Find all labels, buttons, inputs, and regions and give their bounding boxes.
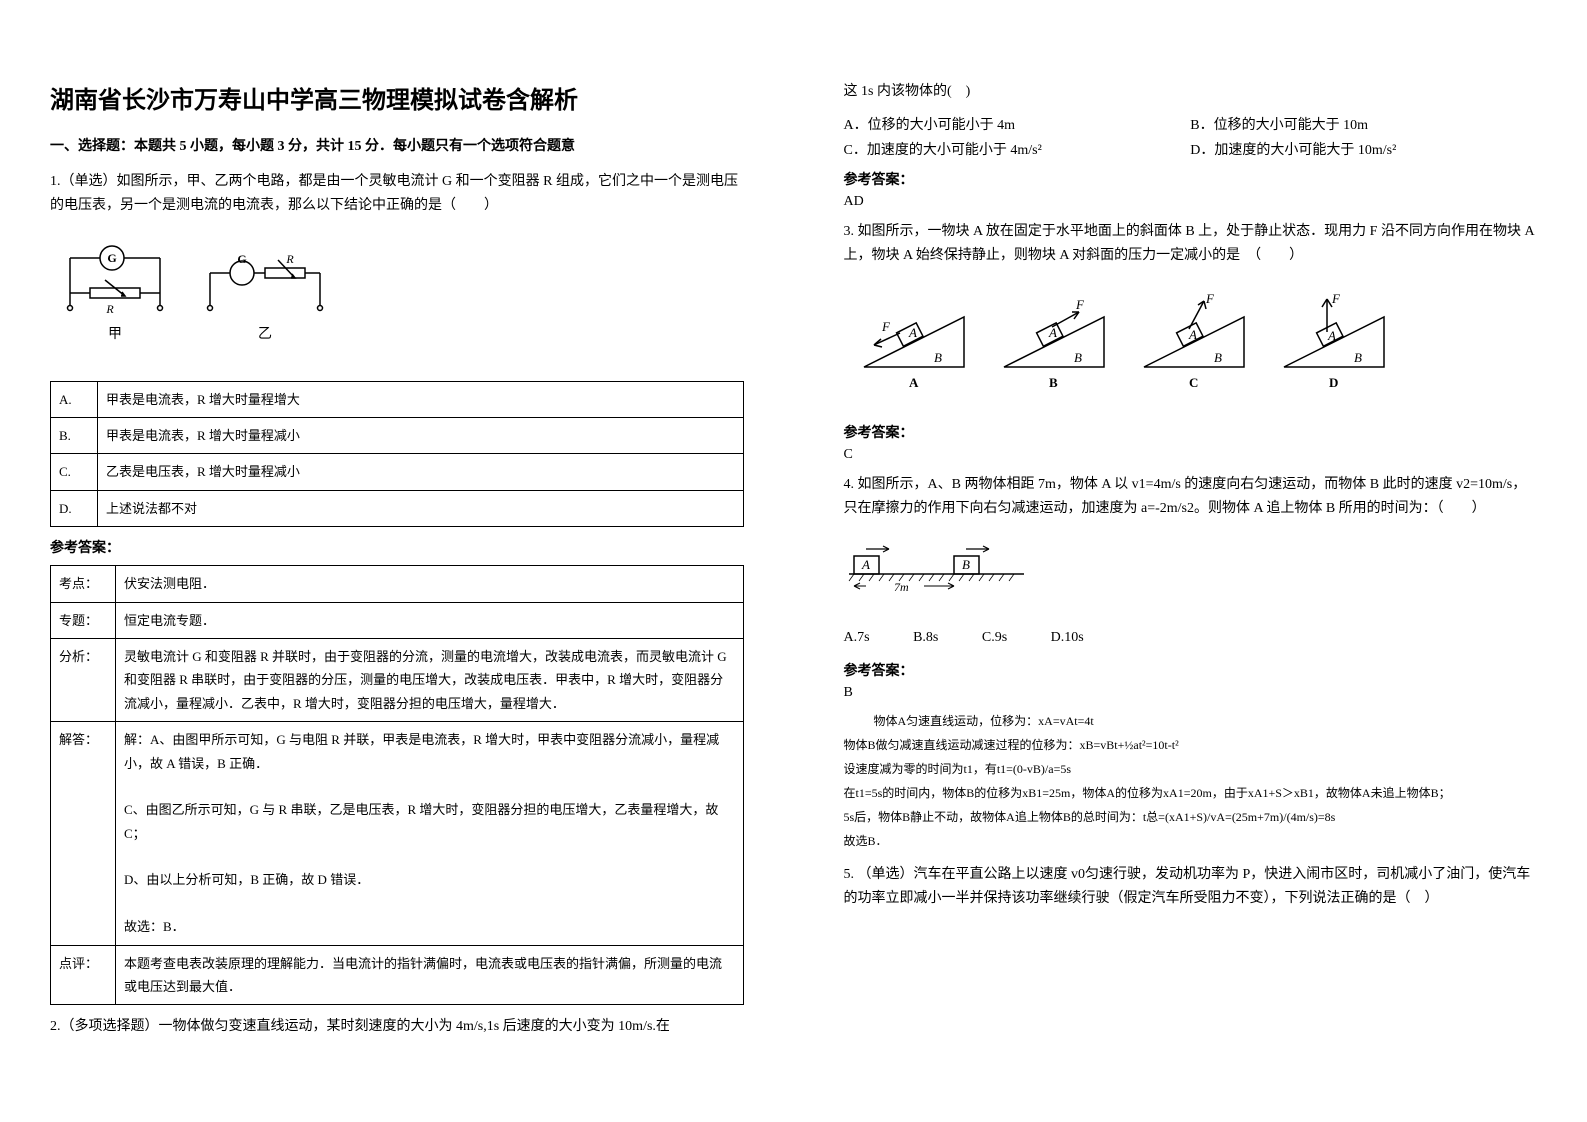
q3-blockA: A [1048,325,1057,340]
q4-work-line: 设速度减为零的时间为t1，有t1=(0-vB)/a=5s [844,757,1538,781]
opt-label: D. [51,490,98,526]
q4-answer: B [844,685,1538,701]
q3-F: F [1075,297,1085,312]
q1-label-r2: R [285,252,294,266]
q2-options-row2: C．加速度的大小可能小于 4m/s² D．加速度的大小可能大于 10m/s² [844,139,1538,159]
q3-F: F [1205,291,1215,306]
answer-heading: 参考答案： [844,422,1538,442]
q2-opt-d: D．加速度的大小可能大于 10m/s² [1190,139,1537,159]
q3-labelA: A [909,375,919,390]
explain-label: 分析： [51,638,116,721]
explain-text: 灵敏电流计 G 和变阻器 R 并联时，由于变阻器的分流，测量的电流增大，改装成电… [116,638,744,721]
q4-stem: 4. 如图所示，A、B 两物体相距 7m，物体 A 以 v1=4m/s 的速度向… [844,473,1538,521]
explain-text: 本题考查电表改装原理的理解能力．当电流计的指针满偏时，电流表或电压表的指针满偏，… [116,945,744,1005]
q1-options-table: A.甲表是电流表，R 增大时量程增大 B.甲表是电流表，R 增大时量程减小 C.… [50,381,744,528]
q3-blockB: B [934,350,942,365]
q4-work-line: 5s后，物体B静止不动，故物体A追上物体B的总时间为：t总=(xA1+S)/vA… [844,805,1538,829]
q1-label-g1: G [107,251,116,265]
q2-opt-c: C．加速度的大小可能小于 4m/s² [844,139,1191,159]
q4-work-line: 故选B． [844,829,1538,853]
q1-label-jia: 甲 [108,327,122,342]
q3-blockB: B [1354,350,1362,365]
right-column: 这 1s 内该物体的( ) A．位移的大小可能小于 4m B．位移的大小可能大于… [794,0,1587,1122]
q4-labelA: A [861,557,870,572]
doc-title: 湖南省长沙市万寿山中学高三物理模拟试卷含解析 [50,80,744,115]
q1-label-g2: G [237,252,246,266]
explain-text: 伏安法测电阻． [116,566,744,602]
q4-opt-c: C.9s [982,630,1007,645]
opt-text: 上述说法都不对 [98,490,744,526]
q4-diagram: A B 7m [844,541,1044,601]
q2-answer: AD [844,194,1538,210]
q2-stem-part-b: 这 1s 内该物体的( ) [844,80,1538,104]
explain-label: 专题： [51,602,116,638]
q2-opt-a: A．位移的大小可能小于 4m [844,114,1191,134]
opt-label: B. [51,417,98,453]
table-row: D.上述说法都不对 [51,490,744,526]
page-root: 湖南省长沙市万寿山中学高三物理模拟试卷含解析 一、选择题：本题共 5 小题，每小… [0,0,1587,1122]
q2-stem-part-a: 2.（多项选择题）一物体做匀变速直线运动，某时刻速度的大小为 4m/s,1s 后… [50,1015,744,1039]
answer-heading: 参考答案： [844,660,1538,680]
q3-labelB: B [1049,375,1058,390]
opt-label: C. [51,454,98,490]
explain-label: 考点： [51,566,116,602]
opt-label: A. [51,381,98,417]
table-row: 考点：伏安法测电阻． [51,566,744,602]
q4-opt-d: D.10s [1051,630,1084,645]
opt-text: 甲表是电流表，R 增大时量程增大 [98,381,744,417]
answer-heading: 参考答案： [50,537,744,557]
q4-work-line: 物体B做匀减速直线运动减速过程的位移为：xB=vBt+½at²=10t-t² [844,733,1538,757]
left-column: 湖南省长沙市万寿山中学高三物理模拟试卷含解析 一、选择题：本题共 5 小题，每小… [0,0,794,1122]
q3-blockA: A [1188,327,1197,342]
q5-stem: 5. （单选）汽车在平直公路上以速度 v0匀速行驶，发动机功率为 P，快进入闹市… [844,863,1538,911]
q3-F: F [1331,291,1341,306]
table-row: 分析：灵敏电流计 G 和变阻器 R 并联时，由于变阻器的分流，测量的电流增大，改… [51,638,744,721]
table-row: A.甲表是电流表，R 增大时量程增大 [51,381,744,417]
explain-label: 解答： [51,722,116,946]
table-row: 专题：恒定电流专题． [51,602,744,638]
table-row: B.甲表是电流表，R 增大时量程减小 [51,417,744,453]
q3-blockA: A [1327,328,1336,343]
q1-label-yi: 乙 [258,326,272,342]
q1-explain-table: 考点：伏安法测电阻． 专题：恒定电流专题． 分析：灵敏电流计 G 和变阻器 R … [50,565,744,1005]
q4-opt-a: A.7s [844,630,870,645]
q3-labelD: D [1329,375,1338,390]
q3-diagram: F A B A F A B B [844,287,1404,397]
q4-work-line: 在t1=5s的时间内，物体B的位移为xB1=25m，物体A的位移为xA1=20m… [844,781,1538,805]
q4-work-line: 物体A匀速直线运动，位移为：xA=vAt=4t [844,709,1538,733]
q1-stem: 1.（单选）如图所示，甲、乙两个电路，都是由一个灵敏电流计 G 和一个变阻器 R… [50,170,744,218]
q3-blockB: B [1074,350,1082,365]
q1-diagram: G R 甲 G R 乙 [50,238,350,358]
table-row: 点评：本题考查电表改装原理的理解能力．当电流计的指针满偏时，电流表或电压表的指针… [51,945,744,1005]
q4-labelB: B [962,557,970,572]
q4-opt-b: B.8s [913,630,938,645]
opt-text: 乙表是电压表，R 增大时量程减小 [98,454,744,490]
explain-text: 恒定电流专题． [116,602,744,638]
section-heading: 一、选择题：本题共 5 小题，每小题 3 分，共计 15 分．每小题只有一个选项… [50,135,744,155]
q3-stem: 3. 如图所示，一物块 A 放在固定于水平地面上的斜面体 B 上，处于静止状态．… [844,220,1538,268]
opt-text: 甲表是电流表，R 增大时量程减小 [98,417,744,453]
explain-label: 点评： [51,945,116,1005]
table-row: C.乙表是电压表，R 增大时量程减小 [51,454,744,490]
q1-label-r1: R [105,302,114,316]
table-row: 解答：解：A、由图甲所示可知，G 与电阻 R 并联，甲表是电流表，R 增大时，甲… [51,722,744,946]
q3-answer: C [844,447,1538,463]
q4-working: 物体A匀速直线运动，位移为：xA=vAt=4t 物体B做匀减速直线运动减速过程的… [844,709,1538,853]
q3-blockB: B [1214,350,1222,365]
q4-options: A.7s B.8s C.9s D.10s [844,626,1538,650]
q2-opt-b: B．位移的大小可能大于 10m [1190,114,1537,134]
q4-dist: 7m [894,580,909,594]
q3-blockA: A [908,325,917,340]
q3-labelC: C [1189,375,1198,390]
explain-text: 解：A、由图甲所示可知，G 与电阻 R 并联，甲表是电流表，R 增大时，甲表中变… [116,722,744,946]
q2-options-row1: A．位移的大小可能小于 4m B．位移的大小可能大于 10m [844,114,1538,134]
q3-F: F [881,319,891,334]
answer-heading: 参考答案： [844,169,1538,189]
